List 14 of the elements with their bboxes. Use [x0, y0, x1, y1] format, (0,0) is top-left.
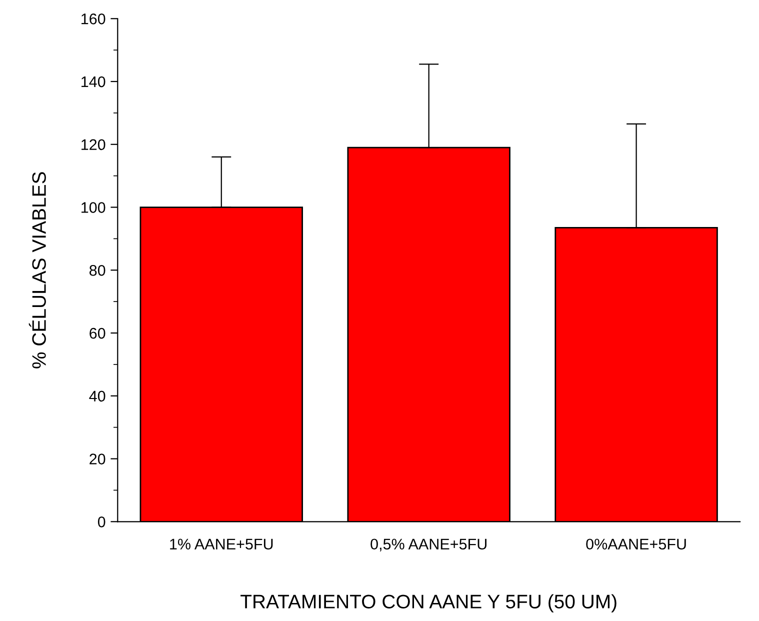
y-tick-label: 80 — [90, 265, 106, 276]
y-tick-label: 140 — [82, 76, 106, 88]
y-tick-label: 120 — [82, 139, 106, 150]
y-tick-label: 160 — [82, 14, 106, 24]
y-tick-label: 20 — [90, 454, 106, 464]
y-tick-label: 100 — [82, 202, 106, 213]
x-tick-label: 0%AANE+5FU — [586, 538, 686, 550]
y-tick-label: 60 — [90, 328, 106, 339]
y-tick-label: 40 — [89, 390, 106, 402]
y-tick-label: 0 — [98, 516, 106, 528]
x-tick-label: 1% AANE+5FU — [170, 538, 273, 550]
x-axis-title: TRATAMIENTO CON AANE Y 5FU (50 UM) — [240, 594, 616, 612]
y-axis-title: % CÉLULAS VIABLES — [28, 172, 46, 368]
x-tick-label: 0,5% AANE+5FU — [370, 538, 486, 552]
